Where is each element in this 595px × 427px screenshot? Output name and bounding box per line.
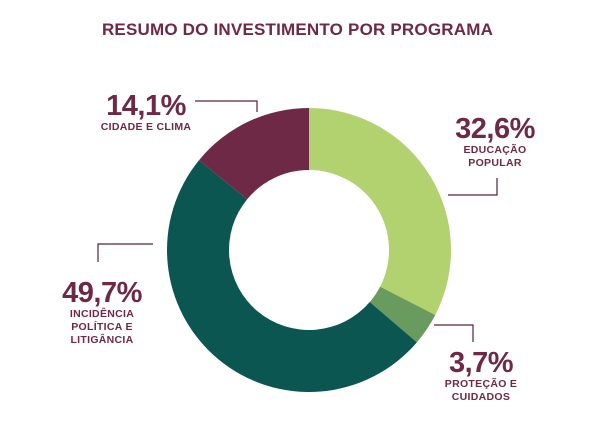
label-cidade-clima: 14,1% CIDADE E CLIMA	[96, 91, 196, 134]
category-label-incidencia: INCIDÊNCIA POLÍTICA E LITIGÂNCIA	[69, 308, 135, 346]
category-label-protecao: PROTEÇÃO E CUIDADOS	[444, 378, 518, 403]
label-incidencia-politica: 49,7% INCIDÊNCIA POLÍTICA E LITIGÂNCIA	[52, 278, 152, 347]
label-protecao-cuidados: 3,7% PROTEÇÃO E CUIDADOS	[436, 348, 526, 404]
donut-slice-3	[199, 108, 309, 200]
donut-slice-0	[309, 108, 451, 316]
category-label-educacao: EDUCAÇÃO POPULAR	[463, 144, 527, 169]
value-label-incidencia: 49,7%	[62, 277, 142, 309]
leader-line-educacao	[448, 178, 498, 196]
leader-line-incidencia	[97, 243, 153, 262]
value-label-cidade: 14,1%	[106, 90, 186, 122]
label-educacao-popular: 32,6% EDUCAÇÃO POPULAR	[448, 114, 542, 170]
value-label-protecao: 3,7%	[448, 347, 514, 379]
chart-title: RESUMO DO INVESTIMENTO POR PROGRAMA	[101, 20, 494, 39]
leader-line-cidade	[195, 100, 258, 112]
donut-slice-1	[369, 286, 436, 343]
donut-slice-2	[167, 160, 417, 392]
value-label-educacao: 32,6%	[455, 113, 535, 145]
leader-line-protecao	[434, 324, 474, 342]
category-label-cidade: CIDADE E CLIMA	[100, 121, 192, 133]
leader-lines	[97, 100, 498, 342]
